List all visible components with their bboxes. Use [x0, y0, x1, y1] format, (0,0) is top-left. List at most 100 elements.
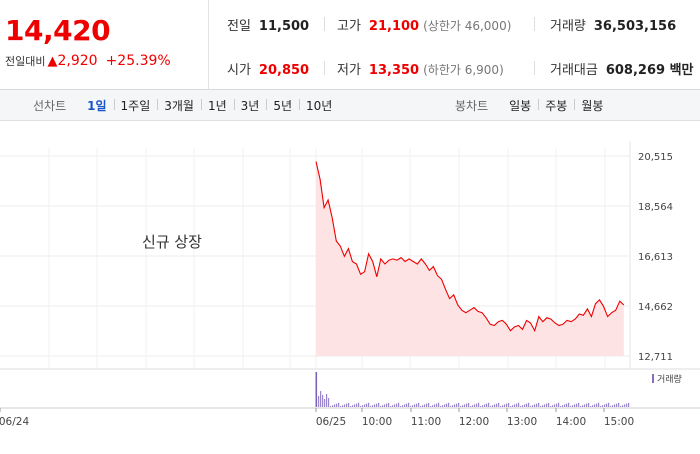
volume-bar: [628, 402, 630, 407]
volume-bar: [334, 404, 336, 407]
volume-bar: [472, 405, 474, 407]
tab-10y[interactable]: 10년: [299, 97, 339, 114]
volume-bar: [544, 404, 546, 407]
volume-bar: [330, 406, 332, 407]
volume-bar: [426, 403, 428, 407]
volume-bar: [584, 404, 586, 407]
volume-bar: [550, 406, 552, 407]
stat-label: 거래량: [550, 19, 586, 34]
volume-bar: [412, 405, 414, 407]
volume-bar: [594, 404, 596, 407]
volume-bar: [560, 406, 562, 407]
volume-bar: [568, 402, 570, 407]
volume-bar: [554, 404, 556, 407]
volume-bar: [516, 403, 518, 407]
quote-header: 14,420 전일대비 ▲2,920 +25.39% 전일 11,500 고가 21,1…: [0, 0, 700, 90]
x-tick-label: 06/25: [316, 416, 346, 428]
volume-bar: [396, 403, 398, 407]
tab-daily-candle[interactable]: 일봉: [509, 98, 532, 113]
volume-bar: [620, 406, 622, 407]
volume-bar: [552, 405, 554, 407]
volume-bar: [400, 406, 402, 407]
volume-bar: [606, 403, 608, 407]
volume-bar: [566, 403, 568, 407]
x-tick-label: 13:00: [507, 416, 537, 428]
volume-legend-swatch: [652, 374, 654, 383]
x-tick-label: 10:00: [362, 416, 392, 428]
tab-3y[interactable]: 3년: [233, 97, 267, 114]
volume-bar: [444, 404, 446, 407]
volume-bar: [432, 405, 434, 407]
volume-bar: [342, 405, 344, 407]
volume-bar: [338, 402, 340, 407]
volume-bar: [454, 404, 456, 407]
volume-bar: [524, 404, 526, 407]
volume-bar: [474, 404, 476, 407]
volume-bar: [534, 404, 536, 407]
volume-bar: [332, 405, 334, 407]
volume-bar: [372, 405, 374, 407]
candle-chart-label: 봉차트: [455, 98, 489, 113]
volume-bar: [622, 405, 624, 407]
volume-bar: [476, 403, 478, 407]
volume-bar: [358, 402, 360, 407]
volume-bar: [392, 405, 394, 407]
tab-3m[interactable]: 3개월: [157, 97, 201, 114]
volume-bar: [452, 405, 454, 407]
new-listing-annotation: 신규 상장: [142, 233, 202, 251]
stat-open: 시가 20,850: [227, 59, 309, 78]
volume-bar: [466, 403, 468, 407]
price-chart-area: 신규 상장 20,515 18,564 16,613 14,662 12,711 06/…: [0, 121, 700, 450]
volume-bar: [576, 403, 578, 407]
volume-bar: [424, 404, 426, 407]
y-tick-label: 12,711: [638, 352, 673, 363]
x-axis: 06/24 06/25 10:00 11:00 12:00 13:00 14:00 15:00: [0, 408, 634, 428]
volume-bar: [484, 404, 486, 407]
volume-bar: [402, 405, 404, 407]
volume-bar: [328, 398, 330, 407]
volume-bar: [364, 404, 366, 407]
volume-bar: [450, 406, 452, 407]
upper-limit-note: (상한가 46,000): [423, 19, 512, 33]
volume-bar: [498, 402, 500, 407]
volume-bar: [384, 404, 386, 407]
change-percent: +25.39%: [105, 53, 171, 69]
stat-label: 저가: [337, 63, 361, 78]
volume-bar: [542, 405, 544, 407]
volume-bar: [614, 404, 616, 407]
volume-bar: [578, 402, 580, 407]
y-tick-label: 20,515: [638, 152, 673, 163]
tab-1d[interactable]: 1일: [87, 98, 107, 113]
volume-bar: [602, 405, 604, 407]
volume-bar: [324, 399, 326, 407]
up-arrow-icon: ▲: [47, 54, 58, 69]
volume-bar: [378, 402, 380, 407]
tab-5y[interactable]: 5년: [266, 97, 299, 114]
stat-value: 36,503,156: [593, 19, 677, 34]
quote-stats: 전일 11,500 고가 21,100 (상한가 46,000) 거래량 36,503,…: [209, 0, 700, 89]
y-tick-label: 14,662: [638, 302, 673, 313]
tab-1w[interactable]: 1주일: [113, 97, 158, 114]
line-chart-label: 선차트: [33, 98, 67, 113]
volume-bar: [548, 402, 550, 407]
volume-bar: [556, 403, 558, 407]
volume-bar: [570, 406, 572, 407]
volume-bar: [352, 405, 354, 407]
volume-bar: [510, 406, 512, 407]
tab-monthly-candle[interactable]: 월봉: [574, 97, 610, 114]
x-tick-label: 14:00: [556, 416, 586, 428]
x-tick-label: 06/24: [0, 416, 29, 428]
volume-bar: [494, 404, 496, 407]
volume-bar: [600, 406, 602, 407]
divider: [324, 17, 325, 31]
tab-1y[interactable]: 1년: [200, 97, 234, 114]
price-summary: 14,420 전일대비 ▲2,920 +25.39%: [0, 0, 209, 89]
volume-bar: [512, 405, 514, 407]
volume-bar: [315, 372, 318, 407]
volume-bar: [514, 404, 516, 407]
volume-bar: [442, 405, 444, 407]
stat-low: 저가 13,350 (하한가 6,900): [337, 59, 504, 78]
volume-bar: [416, 403, 418, 407]
volume-bar: [410, 406, 412, 407]
tab-weekly-candle[interactable]: 주봉: [538, 97, 574, 114]
